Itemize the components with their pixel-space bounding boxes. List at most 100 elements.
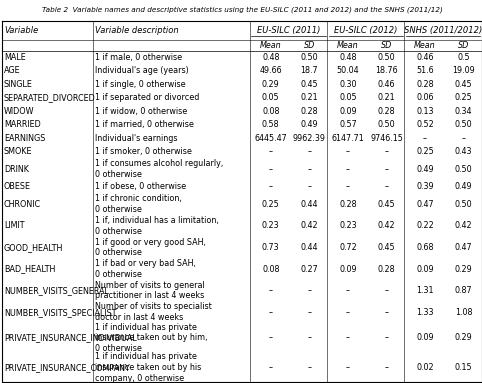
Text: –: –	[308, 147, 311, 156]
Text: SD: SD	[304, 41, 315, 50]
Text: –: –	[269, 147, 273, 156]
Text: 1 if male, 0 otherwise: 1 if male, 0 otherwise	[95, 53, 182, 62]
Text: –: –	[385, 147, 388, 156]
Text: 1 if consumes alcohol regularly,
0 otherwise: 1 if consumes alcohol regularly, 0 other…	[95, 159, 223, 179]
Text: 0.05: 0.05	[262, 93, 280, 102]
Text: –: –	[308, 182, 311, 192]
Text: 0.42: 0.42	[300, 221, 318, 231]
Text: 51.6: 51.6	[416, 66, 434, 75]
Text: SD: SD	[458, 41, 469, 50]
Text: Mean: Mean	[260, 41, 281, 50]
Text: 0.50: 0.50	[300, 53, 318, 62]
Text: 1 if individual has private
insurance taken out by his
company, 0 otherwise: 1 if individual has private insurance ta…	[95, 352, 201, 383]
Text: 0.45: 0.45	[455, 80, 472, 89]
Text: 0.09: 0.09	[339, 265, 357, 273]
Text: –: –	[385, 165, 388, 174]
Text: –: –	[269, 165, 273, 174]
Text: 0.45: 0.45	[378, 200, 395, 209]
Text: Variable description: Variable description	[95, 26, 178, 35]
Text: –: –	[385, 182, 388, 192]
Text: 0.87: 0.87	[455, 286, 472, 295]
Text: –: –	[269, 182, 273, 192]
Text: –: –	[308, 308, 311, 317]
Text: 0.48: 0.48	[262, 53, 280, 62]
Text: 0.08: 0.08	[262, 265, 280, 273]
Text: EARNINGS: EARNINGS	[4, 134, 45, 143]
Text: 0.49: 0.49	[300, 120, 318, 129]
Text: 1 if widow, 0 otherwise: 1 if widow, 0 otherwise	[95, 107, 187, 116]
Text: 0.28: 0.28	[378, 107, 395, 116]
Text: Number of visits to specialist
doctor in last 4 weeks: Number of visits to specialist doctor in…	[95, 302, 212, 322]
Text: 1 if smoker, 0 otherwise: 1 if smoker, 0 otherwise	[95, 147, 192, 156]
Text: 0.34: 0.34	[455, 107, 472, 116]
Text: –: –	[385, 286, 388, 295]
Text: 18.7: 18.7	[300, 66, 318, 75]
Text: 0.50: 0.50	[455, 165, 472, 174]
Text: –: –	[346, 363, 350, 372]
Text: MARRIED: MARRIED	[4, 120, 40, 129]
Text: 0.21: 0.21	[378, 93, 395, 102]
Text: PRIVATE_INSURANCE_INDIVIDUAL: PRIVATE_INSURANCE_INDIVIDUAL	[4, 333, 136, 342]
Text: 0.39: 0.39	[416, 182, 434, 192]
Text: 0.42: 0.42	[455, 221, 472, 231]
Text: –: –	[346, 286, 350, 295]
Text: 0.21: 0.21	[300, 93, 318, 102]
Text: –: –	[346, 333, 350, 342]
Text: Table 2  Variable names and descriptive statistics using the EU-SILC (2011 and 2: Table 2 Variable names and descriptive s…	[41, 6, 442, 13]
Text: 0.28: 0.28	[300, 107, 318, 116]
Text: 0.50: 0.50	[378, 120, 395, 129]
Text: 1 if individual has private
insurance taken out by him,
0 otherwise: 1 if individual has private insurance ta…	[95, 322, 207, 353]
Text: 0.43: 0.43	[455, 147, 472, 156]
Text: SINGLE: SINGLE	[4, 80, 33, 89]
Text: 0.23: 0.23	[262, 221, 280, 231]
Text: OBESE: OBESE	[4, 182, 31, 192]
Text: CHRONIC: CHRONIC	[4, 200, 41, 209]
Text: NUMBER_VISITS_GENERAL: NUMBER_VISITS_GENERAL	[4, 286, 109, 295]
Text: Individual's age (years): Individual's age (years)	[95, 66, 188, 75]
Text: –: –	[346, 147, 350, 156]
Text: Variable: Variable	[4, 26, 38, 35]
Text: 0.29: 0.29	[455, 333, 472, 342]
Text: 0.52: 0.52	[416, 120, 434, 129]
Text: 1 if good or very good SAH,
0 otherwise: 1 if good or very good SAH, 0 otherwise	[95, 237, 206, 257]
Text: SD: SD	[381, 41, 392, 50]
Text: –: –	[269, 286, 273, 295]
Text: WIDOW: WIDOW	[4, 107, 34, 116]
Text: 0.5: 0.5	[457, 53, 470, 62]
Text: 1 if obese, 0 otherwise: 1 if obese, 0 otherwise	[95, 182, 186, 192]
Text: 0.15: 0.15	[455, 363, 472, 372]
Text: –: –	[346, 182, 350, 192]
Text: 0.28: 0.28	[378, 265, 395, 273]
Text: 0.23: 0.23	[339, 221, 357, 231]
Text: 0.29: 0.29	[262, 80, 280, 89]
Text: 0.06: 0.06	[416, 93, 434, 102]
Text: 0.50: 0.50	[455, 200, 472, 209]
Text: 1.33: 1.33	[416, 308, 434, 317]
Text: SMOKE: SMOKE	[4, 147, 32, 156]
Text: 0.47: 0.47	[416, 200, 434, 209]
Text: 0.25: 0.25	[455, 93, 472, 102]
Text: 49.66: 49.66	[259, 66, 282, 75]
Text: 0.68: 0.68	[416, 243, 434, 252]
Text: 0.46: 0.46	[378, 80, 395, 89]
Text: –: –	[385, 308, 388, 317]
Text: 0.44: 0.44	[301, 200, 318, 209]
Text: 0.45: 0.45	[300, 80, 318, 89]
Text: 0.72: 0.72	[339, 243, 357, 252]
Text: 0.22: 0.22	[416, 221, 434, 231]
Text: 1 if bad or very bad SAH,
0 otherwise: 1 if bad or very bad SAH, 0 otherwise	[95, 259, 196, 279]
Text: 19.09: 19.09	[452, 66, 475, 75]
Text: 6147.71: 6147.71	[332, 134, 364, 143]
Text: 0.29: 0.29	[455, 265, 472, 273]
Text: 1 if married, 0 otherwise: 1 if married, 0 otherwise	[95, 120, 194, 129]
Text: 0.28: 0.28	[416, 80, 434, 89]
Text: 0.57: 0.57	[339, 120, 357, 129]
Text: 0.73: 0.73	[262, 243, 280, 252]
Text: 0.49: 0.49	[416, 165, 434, 174]
Text: 0.42: 0.42	[378, 221, 395, 231]
Text: 0.13: 0.13	[416, 107, 434, 116]
Text: 0.46: 0.46	[416, 53, 434, 62]
Text: Number of visits to general
practitioner in last 4 weeks: Number of visits to general practitioner…	[95, 281, 204, 301]
Text: 0.58: 0.58	[262, 120, 280, 129]
Text: EU-SILC (2011): EU-SILC (2011)	[257, 26, 321, 35]
